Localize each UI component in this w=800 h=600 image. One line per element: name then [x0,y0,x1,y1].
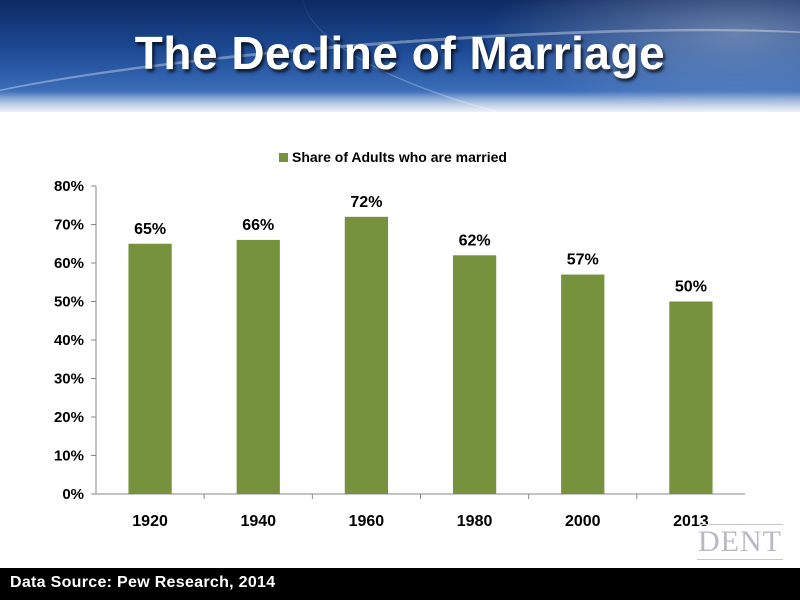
bar [236,239,280,494]
data-source-note: Data Source: Pew Research, 2014 [10,574,276,591]
y-tick-label: 60% [54,255,84,272]
legend-swatch [279,153,288,162]
bar [128,243,172,494]
banner-fade [0,92,800,112]
y-tick-label: 10% [54,448,84,465]
bar [669,301,713,494]
x-tick-label: 1920 [132,513,168,530]
slide-title: The Decline of Marriage [134,27,666,79]
data-label: 65% [134,221,166,238]
y-tick-label: 0% [62,486,84,503]
x-tick-label: 1940 [240,513,276,530]
bar [344,216,389,495]
data-label: 66% [242,217,274,234]
logo-wordmark: DENT [698,525,782,558]
title-banner: The Decline of Marriage [0,0,800,112]
data-label: 57% [567,252,599,269]
bar [452,255,497,494]
data-label: 72% [350,194,382,211]
x-tick-label: 2000 [565,513,601,530]
chart-bars [128,216,713,495]
y-tick-label: 70% [54,217,84,234]
x-tick-label: 1960 [349,513,385,530]
x-tick-label: 2013 [673,513,709,530]
chart-data-labels: 65% 66% 72% 62% 57% 50% [134,194,707,296]
y-tick-label: 40% [54,332,84,349]
data-label: 50% [675,279,707,296]
x-tick-label: 1980 [457,513,493,530]
y-tick-label: 30% [54,371,84,388]
logo-rule [697,524,783,525]
bar [561,274,605,494]
chart-legend: Share of Adults who are married [279,149,507,165]
bar-chart: Share of Adults who are married 0% 10% 20%… [54,149,745,530]
data-label: 62% [459,232,491,249]
legend-label: Share of Adults who are married [292,149,507,165]
logo-rule [697,559,783,560]
y-tick-label: 20% [54,409,84,426]
y-tick-label: 50% [54,294,84,311]
y-tick-label: 80% [54,178,84,195]
footer-bar: Data Source: Pew Research, 2014 [0,568,800,600]
dent-logo: DENT [690,522,790,562]
chart-axes: 0% 10% 20% 30% 40% 50% 60% 70% 80% 1920 1940 1960 19… [54,178,745,530]
